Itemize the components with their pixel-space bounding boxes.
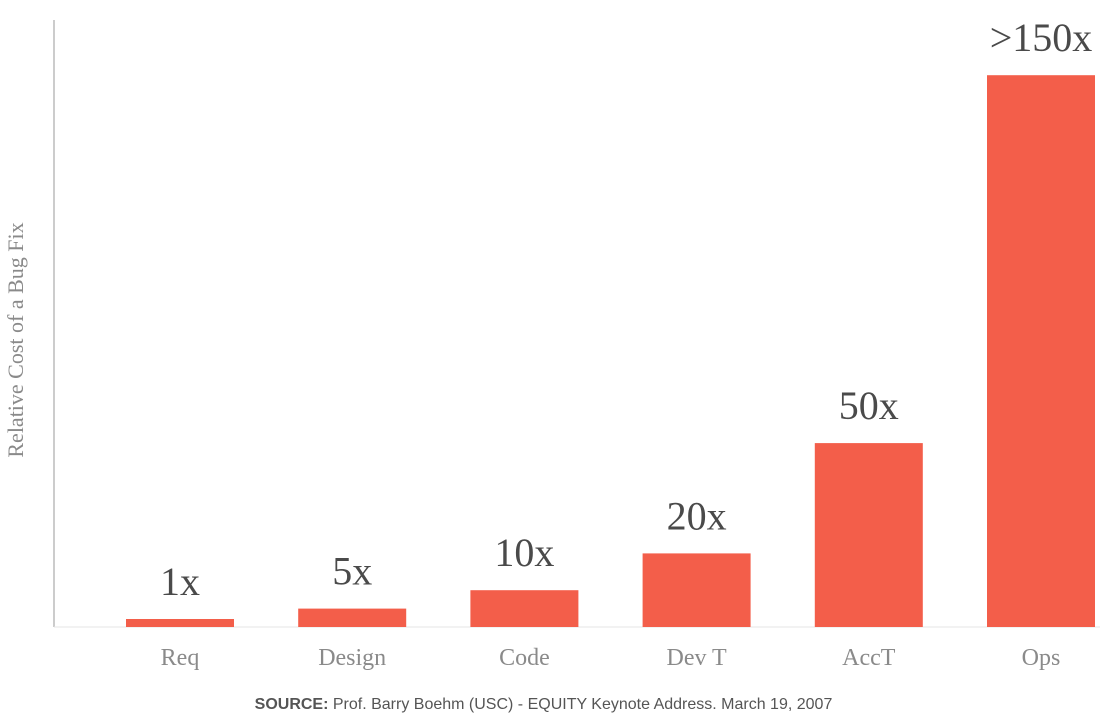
data-label: 20x bbox=[667, 493, 727, 538]
x-tick-label: Code bbox=[499, 645, 550, 671]
source-text: Prof. Barry Boehm (USC) - EQUITY Keynote… bbox=[332, 696, 833, 713]
data-label: >150x bbox=[990, 15, 1093, 60]
bar-chart: Relative Cost of a Bug Fix 1x Req 5x Design… bbox=[3, 15, 1100, 671]
y-axis-title: Relative Cost of a Bug Fix bbox=[3, 222, 28, 457]
bar-series: 1x Req 5x Design 10x Code 20x Dev T 50x AccT >150x… bbox=[126, 15, 1095, 671]
bar-req bbox=[126, 619, 234, 627]
data-label: 10x bbox=[494, 530, 554, 575]
x-tick-label: AccT bbox=[842, 645, 896, 671]
x-tick-label: Req bbox=[161, 645, 200, 671]
source-citation: SOURCE: Prof. Barry Boehm (USC) - EQUITY… bbox=[0, 696, 1087, 714]
bar-code bbox=[470, 590, 579, 627]
data-label: 5x bbox=[332, 549, 372, 594]
data-label: 50x bbox=[839, 383, 899, 428]
x-tick-label: Dev T bbox=[666, 645, 727, 671]
data-label: 1x bbox=[160, 559, 200, 604]
source-label: SOURCE: bbox=[254, 696, 329, 713]
bar-ops bbox=[987, 75, 1095, 627]
bar-dev-t bbox=[642, 553, 751, 627]
bar-design bbox=[298, 608, 407, 627]
x-tick-label: Ops bbox=[1022, 645, 1061, 671]
bar-acct bbox=[814, 443, 923, 627]
x-tick-label: Design bbox=[318, 645, 386, 671]
